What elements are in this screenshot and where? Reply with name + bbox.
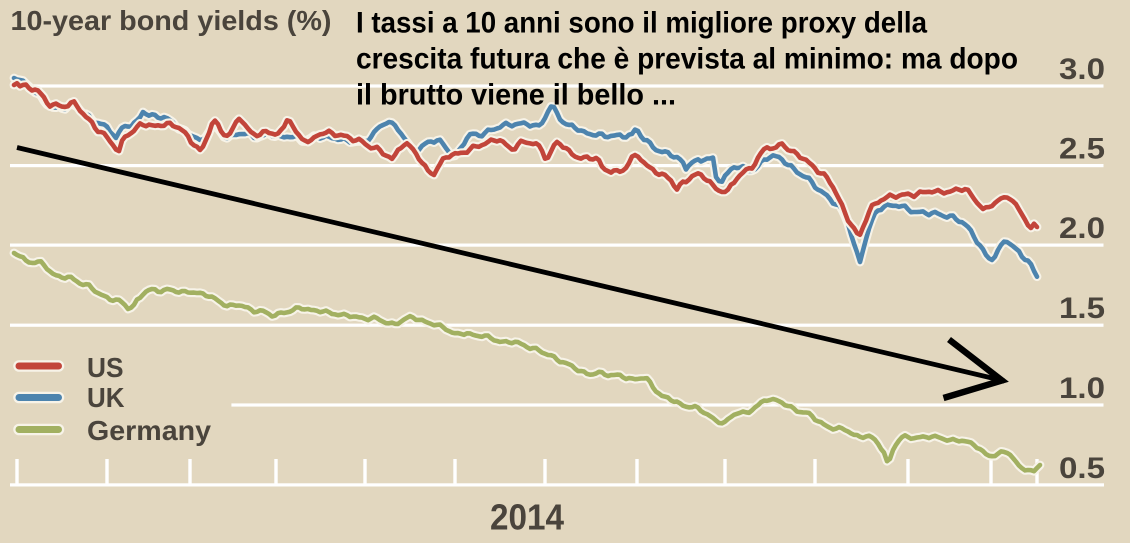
svg-text:crescita futura che è prevista: crescita futura che è prevista al minimo… [356,43,1018,76]
svg-text:1.5: 1.5 [1059,292,1105,325]
svg-text:0.5: 0.5 [1059,452,1105,485]
svg-text:2.5: 2.5 [1059,133,1105,166]
svg-text:Germany: Germany [87,415,211,446]
svg-text:3.0: 3.0 [1059,53,1105,86]
svg-text:UK: UK [87,382,125,413]
svg-text:2014: 2014 [490,497,564,538]
svg-text:I tassi a 10 anni sono il migl: I tassi a 10 anni sono il migliore proxy… [356,7,927,40]
svg-text:2.0: 2.0 [1059,212,1105,245]
svg-text:1.0: 1.0 [1059,372,1105,405]
svg-text:10-year bond yields (%): 10-year bond yields (%) [11,5,332,36]
svg-text:il brutto viene il bello ...: il brutto viene il bello ... [356,79,676,112]
svg-text:US: US [87,352,124,383]
